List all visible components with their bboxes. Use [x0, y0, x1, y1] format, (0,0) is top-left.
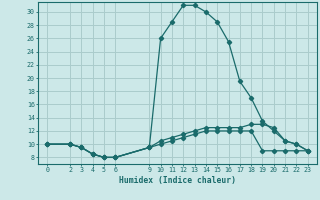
X-axis label: Humidex (Indice chaleur): Humidex (Indice chaleur) [119, 176, 236, 185]
